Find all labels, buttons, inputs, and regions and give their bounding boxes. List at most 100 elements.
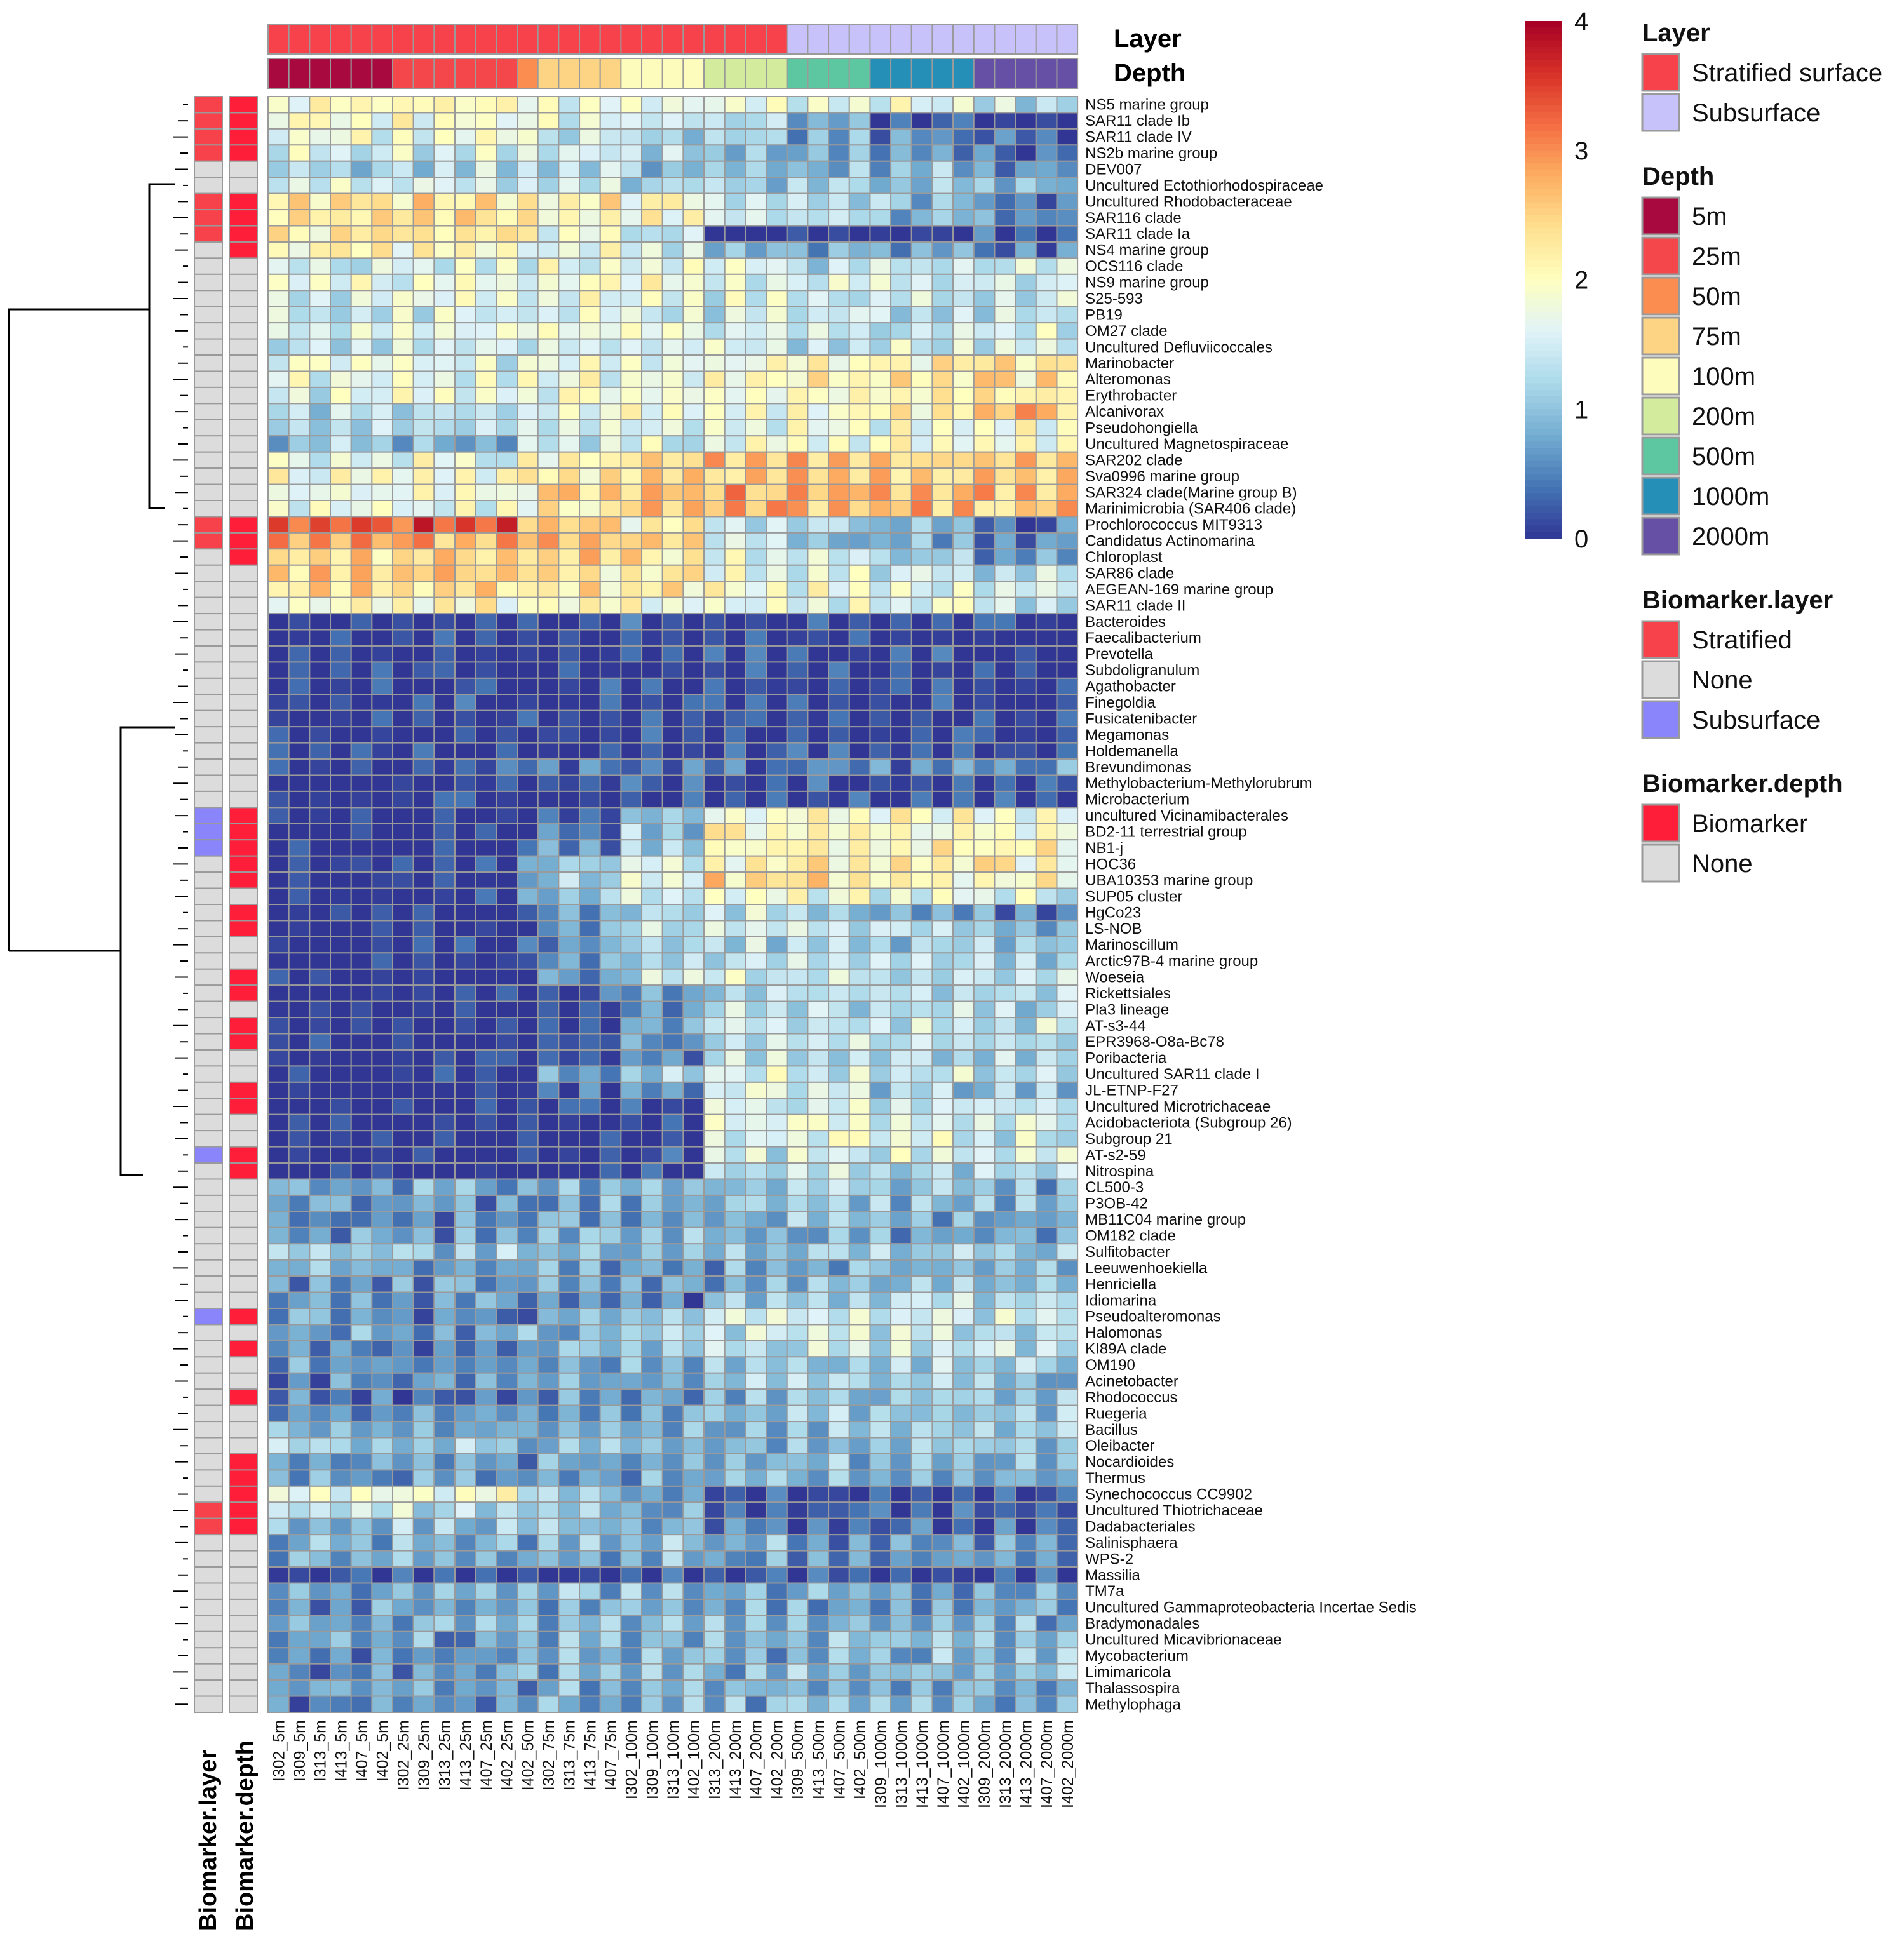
- heatmap-cell: [309, 1550, 332, 1568]
- layer-annotation-cell: [537, 24, 560, 55]
- heatmap-cell: [1056, 1017, 1079, 1035]
- heatmap-cell: [392, 516, 414, 534]
- heatmap-cell: [682, 839, 705, 857]
- heatmap-cell: [412, 904, 435, 922]
- heatmap-cell: [330, 1000, 352, 1019]
- heatmap-cell: [392, 1615, 414, 1632]
- heatmap-cell: [412, 128, 435, 146]
- heatmap-cell: [475, 1162, 497, 1180]
- heatmap-cell: [848, 225, 871, 243]
- heatmap-cell: [828, 1049, 850, 1067]
- color-scale-segment: [1525, 196, 1562, 203]
- heatmap-cell: [579, 1340, 601, 1358]
- heatmap-cell: [910, 1033, 933, 1051]
- biomarker-depth-cell: [229, 1308, 258, 1326]
- heatmap-cell: [661, 1437, 684, 1454]
- heatmap-cell: [496, 1291, 518, 1310]
- column-label: I309_5m: [291, 1720, 309, 1782]
- heatmap-cell: [973, 726, 996, 744]
- heatmap-cell: [288, 273, 311, 292]
- heatmap-cell: [931, 1695, 954, 1714]
- heatmap-cell: [703, 1324, 726, 1341]
- heatmap-cell: [703, 160, 726, 178]
- heatmap-cell: [330, 774, 352, 792]
- legend-swatch: [1641, 276, 1680, 316]
- heatmap-cell: [537, 1501, 560, 1519]
- heatmap-cell: [703, 112, 726, 130]
- heatmap-cell: [537, 273, 560, 292]
- heatmap-cell: [579, 581, 601, 598]
- heatmap-cell: [641, 1081, 663, 1099]
- heatmap-cell: [1056, 1566, 1079, 1584]
- heatmap-cell: [330, 467, 352, 485]
- heatmap-cell: [828, 1081, 850, 1099]
- biomarker-layer-cell: [194, 1437, 223, 1454]
- heatmap-cell: [433, 290, 456, 307]
- heatmap-cell: [558, 920, 581, 937]
- heatmap-cell: [558, 1534, 581, 1552]
- heatmap-cell: [724, 742, 746, 760]
- heatmap-cell: [869, 1194, 892, 1212]
- heatmap-cell: [848, 177, 871, 194]
- heatmap-cell: [350, 694, 373, 711]
- heatmap-cell: [1015, 1000, 1037, 1019]
- heatmap-cell: [496, 451, 518, 469]
- heatmap-cell: [931, 694, 954, 711]
- heatmap-cell: [475, 1065, 497, 1083]
- legend-swatch: [1641, 436, 1680, 476]
- layer-annotation-cell: [807, 24, 830, 55]
- heatmap-cell: [558, 306, 581, 324]
- heatmap-cell: [661, 613, 684, 631]
- biomarker-depth-cell: [229, 435, 258, 453]
- heatmap-cell: [724, 1308, 746, 1326]
- heatmap-cell: [703, 1356, 726, 1374]
- heatmap-cell: [412, 96, 435, 114]
- color-scale-segment: [1525, 525, 1562, 533]
- heatmap-cell: [890, 322, 912, 340]
- biomarker-depth-cell: [229, 1162, 258, 1180]
- heatmap-cell: [973, 1388, 996, 1406]
- heatmap-cell: [454, 1695, 476, 1714]
- heatmap-cell: [931, 322, 954, 340]
- heatmap-cell: [517, 1194, 539, 1212]
- heatmap-cell: [309, 613, 332, 631]
- heatmap-cell: [890, 128, 912, 146]
- heatmap-cell: [910, 1372, 933, 1390]
- heatmap-cell: [890, 629, 912, 647]
- biomarker-layer-cell: [194, 1113, 223, 1132]
- heatmap-cell: [433, 1211, 456, 1228]
- heatmap-cell: [454, 726, 476, 744]
- heatmap-cell: [412, 1243, 435, 1261]
- heatmap-cell: [392, 1226, 414, 1245]
- heatmap-cell: [558, 1113, 581, 1132]
- heatmap-cell: [579, 1065, 601, 1083]
- heatmap-cell: [931, 887, 954, 906]
- heatmap-cell: [786, 1501, 809, 1519]
- heatmap-cell: [745, 1178, 767, 1196]
- heatmap-cell: [350, 548, 373, 566]
- heatmap-cell: [496, 1356, 518, 1374]
- heatmap-cell: [537, 581, 560, 598]
- heatmap-cell: [330, 1566, 352, 1584]
- heatmap-cell: [682, 306, 705, 324]
- heatmap-cell: [1056, 1178, 1079, 1196]
- legend-swatch: [1641, 356, 1680, 396]
- heatmap-cell: [682, 1582, 705, 1600]
- heatmap-cell: [330, 419, 352, 437]
- heatmap-cell: [807, 1663, 830, 1681]
- heatmap-cell: [661, 241, 684, 259]
- heatmap-cell: [807, 629, 830, 647]
- legend-label: Stratified surface: [1692, 59, 1882, 87]
- heatmap-cell: [620, 564, 643, 582]
- heatmap-cell: [890, 386, 912, 405]
- heatmap-cell: [330, 516, 352, 534]
- heatmap-cell: [1056, 742, 1079, 760]
- row-label: Fusicatenibacter: [1085, 710, 1197, 727]
- biomarker-layer-cell: [194, 1178, 223, 1196]
- heatmap-cell: [1056, 1211, 1079, 1228]
- heatmap-cell: [454, 1226, 476, 1245]
- color-scale-segment: [1525, 163, 1562, 171]
- heatmap-cell: [766, 629, 788, 647]
- heatmap-cell: [807, 273, 830, 292]
- heatmap-cell: [766, 1324, 788, 1341]
